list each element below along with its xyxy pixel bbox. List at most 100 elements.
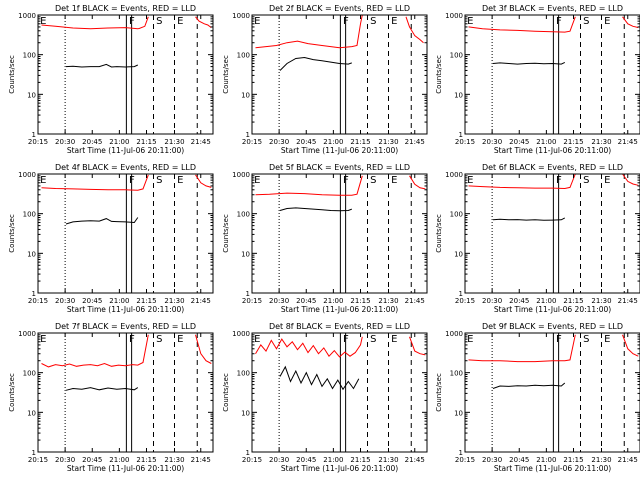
x-tick-label: 20:15 [242, 456, 262, 464]
y-tick-label: 10 [27, 409, 36, 417]
x-tick-label: 21:00 [109, 456, 129, 464]
marker-label-f: F [556, 16, 562, 27]
series-lld-line [622, 334, 639, 357]
x-tick-label: 20:45 [509, 297, 529, 305]
x-axis-label: Start Time (11-Jul-06 20:11:00) [67, 305, 184, 314]
x-tick-label: 21:45 [405, 456, 425, 464]
marker-label-e: E [604, 334, 610, 345]
x-tick-label: 21:00 [109, 138, 129, 146]
marker-label-e: E [391, 16, 397, 27]
marker-label-s: S [583, 16, 589, 27]
panel-title: Det 9f BLACK = Events, RED = LLD [482, 322, 623, 331]
y-tick-label: 10 [454, 91, 463, 99]
x-tick-label: 21:15 [563, 297, 583, 305]
y-tick-label: 100 [23, 370, 36, 378]
x-tick-label: 21:15 [136, 138, 156, 146]
series-events-line [65, 387, 139, 391]
marker-label-s: S [370, 175, 376, 186]
plot-frame [464, 332, 640, 453]
x-tick-label: 20:30 [55, 456, 75, 464]
y-tick-label: 1 [459, 131, 463, 139]
panel-det-5: Det 5f BLACK = Events, RED = LLD E F S E 1 10 1… [222, 163, 428, 314]
x-tick-label: 21:30 [164, 138, 184, 146]
marker-label-s: S [583, 175, 589, 186]
marker-label-e: E [467, 175, 473, 186]
series-lld-line [468, 334, 576, 363]
plot-frame [37, 332, 214, 453]
y-axis-label: Counts/sec [222, 373, 230, 412]
series-lld-line [195, 334, 212, 364]
x-tick-label: 21:00 [536, 297, 556, 305]
x-tick-label: 21:45 [618, 297, 638, 305]
x-tick-label: 21:00 [323, 297, 343, 305]
marker-label-e: E [467, 16, 473, 27]
y-tick-label: 100 [237, 52, 250, 60]
marker-label-s: S [370, 334, 376, 345]
x-tick-label: 20:45 [509, 456, 529, 464]
x-axis-label: Start Time (11-Jul-06 20:11:00) [281, 146, 398, 155]
series-lld-line [255, 336, 363, 358]
y-tick-label: 100 [450, 52, 463, 60]
y-axis-label: Counts/sec [222, 55, 230, 94]
marker-label-e: E [604, 16, 610, 27]
x-tick-label: 21:15 [350, 297, 370, 305]
series-lld-line [195, 16, 212, 29]
series-events-line [65, 217, 139, 225]
marker-label-f: F [343, 16, 349, 27]
panel-det-7: Det 7f BLACK = Events, RED = LLD E F S E 1 10 1… [8, 322, 214, 473]
x-tick-label: 21:00 [109, 297, 129, 305]
series-lld-line [622, 16, 639, 29]
panel-det-6: Det 6f BLACK = Events, RED = LLD E F S E 1 10 1… [435, 163, 640, 314]
plot-frame [464, 14, 640, 135]
marker-label-f: F [343, 175, 349, 186]
x-tick-label: 21:00 [323, 456, 343, 464]
series-lld-line [195, 174, 212, 188]
panel-title: Det 8f BLACK = Events, RED = LLD [269, 322, 410, 331]
x-axis-label: Start Time (11-Jul-06 20:11:00) [494, 464, 611, 473]
panel-title: Det 7f BLACK = Events, RED = LLD [55, 322, 196, 331]
y-tick-label: 10 [454, 409, 463, 417]
panel-title: Det 5f BLACK = Events, RED = LLD [269, 163, 410, 172]
series-lld-line [41, 334, 149, 368]
series-events-line [279, 207, 352, 212]
x-tick-label: 21:15 [136, 456, 156, 464]
marker-label-s: S [156, 16, 162, 27]
panel-title: Det 6f BLACK = Events, RED = LLD [482, 163, 623, 172]
x-tick-label: 20:45 [296, 456, 316, 464]
marker-label-e: E [254, 175, 260, 186]
y-tick-label: 10 [241, 91, 250, 99]
y-tick-label: 10 [241, 409, 250, 417]
y-tick-label: 10 [454, 250, 463, 258]
x-tick-label: 21:15 [350, 138, 370, 146]
x-tick-label: 20:30 [482, 297, 502, 305]
x-tick-label: 21:45 [618, 456, 638, 464]
x-tick-label: 21:45 [405, 138, 425, 146]
marker-label-f: F [556, 334, 562, 345]
panel-det-3: Det 3f BLACK = Events, RED = LLD E F S E 1 10 1… [435, 4, 640, 155]
x-tick-label: 20:15 [28, 138, 48, 146]
y-tick-label: 100 [23, 211, 36, 219]
x-axis-label: Start Time (11-Jul-06 20:11:00) [494, 305, 611, 314]
x-tick-label: 20:30 [269, 138, 289, 146]
x-tick-label: 20:45 [296, 297, 316, 305]
y-tick-label: 1 [459, 290, 463, 298]
x-tick-label: 20:30 [269, 297, 289, 305]
marker-label-f: F [129, 175, 135, 186]
x-tick-label: 21:30 [164, 456, 184, 464]
marker-label-s: S [583, 334, 589, 345]
marker-label-e: E [40, 16, 46, 27]
y-tick-label: 1 [459, 449, 463, 457]
series-lld-line [468, 173, 576, 190]
marker-label-e: E [177, 16, 183, 27]
x-axis-label: Start Time (11-Jul-06 20:11:00) [67, 146, 184, 155]
series-lld-line [41, 16, 149, 30]
x-tick-label: 21:30 [591, 456, 611, 464]
y-tick-label: 1000 [232, 330, 250, 338]
plot-frame [37, 14, 214, 135]
plot-frame [37, 173, 214, 294]
series-lld-line [622, 173, 639, 186]
series-events-line [492, 217, 566, 221]
x-tick-label: 21:45 [191, 138, 211, 146]
x-tick-label: 20:45 [82, 138, 102, 146]
